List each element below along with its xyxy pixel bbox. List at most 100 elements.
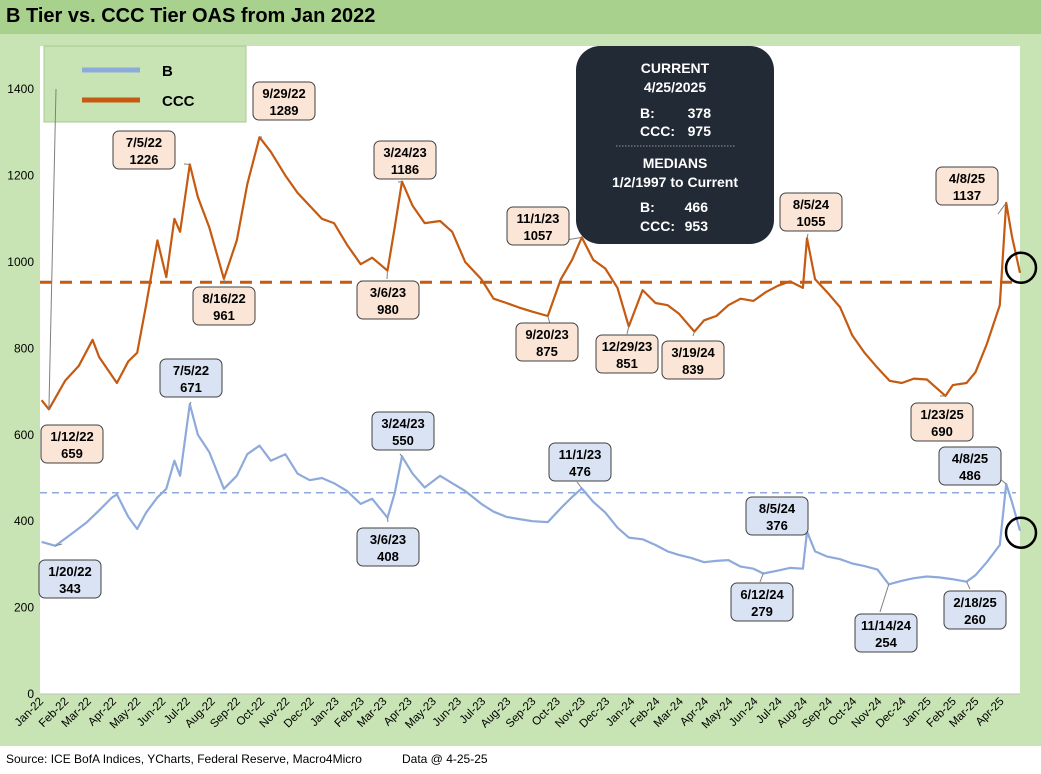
- callout-box: [854, 613, 918, 653]
- callout-date: 8/5/24: [759, 501, 796, 516]
- callout-value: 875: [536, 344, 558, 359]
- info-current-ccc-label: CCC:: [640, 123, 675, 139]
- x-tick-label: Jun-23: [431, 696, 464, 729]
- b-callout: 4/8/25 486: [938, 446, 1007, 486]
- ccc-callout: 8/16/22 961: [192, 278, 256, 326]
- info-median-ccc-value: 953: [685, 218, 709, 234]
- callout-box: [192, 286, 256, 326]
- callout-box: [661, 340, 725, 380]
- callout-value: 851: [616, 356, 638, 371]
- b-callout: 3/24/23 550: [371, 411, 435, 457]
- callout-leader: [692, 331, 695, 337]
- info-current-b-value: 378: [688, 105, 712, 121]
- title-bar: B Tier vs. CCC Tier OAS from Jan 2022: [0, 0, 1041, 35]
- ccc-callout: 8/5/24 1055: [779, 192, 843, 239]
- b-callout: 1/20/22 343: [38, 543, 102, 599]
- callout-box: [356, 280, 420, 320]
- callout-value: 1057: [524, 228, 553, 243]
- ccc-callout: 9/29/22 1289: [252, 81, 316, 138]
- callout-box: [943, 590, 1007, 630]
- callout-box: [373, 140, 437, 180]
- y-tick-label: 1400: [7, 82, 34, 96]
- callout-value: 659: [61, 446, 83, 461]
- b-callout: 7/5/22 671: [159, 358, 223, 405]
- ccc-callout: 3/24/23 1186: [373, 140, 437, 183]
- callout-box: [745, 496, 809, 536]
- callout-value: 1186: [391, 162, 419, 177]
- ccc-callout: 11/1/23 1057: [506, 206, 582, 246]
- b-callout: 2/18/25 260: [943, 581, 1007, 630]
- callout-value: 1137: [953, 188, 981, 203]
- callout-box: [506, 206, 570, 246]
- callout-value: 690: [931, 424, 953, 439]
- footer-data-date: Data @ 4-25-25: [402, 752, 488, 766]
- x-tick-label: Apr-25: [974, 696, 1007, 729]
- ccc-callout: 3/6/23 980: [356, 270, 420, 320]
- callout-value: 260: [964, 612, 986, 627]
- callout-date: 8/5/24: [793, 197, 830, 212]
- callout-leader: [966, 581, 971, 590]
- callout-value: 839: [682, 362, 704, 377]
- callout-box: [371, 411, 435, 451]
- callout-box: [252, 81, 316, 121]
- ccc-callout: 3/19/24 839: [661, 331, 725, 380]
- y-tick-label: 0: [27, 687, 34, 701]
- y-tick-label: 400: [14, 514, 34, 528]
- legend: B CCC: [43, 45, 247, 123]
- callout-leader: [576, 481, 583, 489]
- callout-date: 1/20/22: [48, 564, 91, 579]
- callout-date: 4/8/25: [952, 451, 988, 466]
- b-callout: 11/1/23 476: [548, 442, 612, 489]
- y-tick-label: 1000: [7, 255, 34, 269]
- ccc-callout: 4/8/25 1137: [935, 166, 1007, 215]
- y-tick-label: 1200: [7, 169, 34, 183]
- info-median-ccc-label: CCC:: [640, 218, 675, 234]
- callout-date: 6/12/24: [740, 587, 784, 602]
- callout-value: 1055: [797, 214, 826, 229]
- callout-date: 4/8/25: [949, 171, 985, 186]
- callout-box: [595, 334, 659, 374]
- y-tick-label: 600: [14, 428, 34, 442]
- callout-box: [548, 442, 612, 482]
- callout-value: 671: [180, 380, 202, 395]
- callout-date: 7/5/22: [173, 363, 209, 378]
- callout-leader: [806, 233, 809, 239]
- callout-box: [356, 527, 420, 567]
- callout-leader: [55, 543, 63, 547]
- callout-value: 486: [959, 468, 981, 483]
- ccc-current-marker: [1004, 251, 1038, 285]
- callout-date: 3/24/23: [381, 416, 424, 431]
- info-box: CURRENT 4/25/2025 B: 378 CCC: 975 MEDIAN…: [576, 46, 774, 244]
- callout-value: 1226: [130, 152, 159, 167]
- callout-value: 550: [392, 433, 414, 448]
- chart-title: B Tier vs. CCC Tier OAS from Jan 2022: [6, 5, 376, 27]
- callout-box: [779, 192, 843, 232]
- callout-leader: [759, 573, 764, 583]
- callout-box: [40, 424, 104, 464]
- callout-date: 11/1/23: [559, 447, 602, 462]
- callout-date: 8/16/22: [202, 291, 245, 306]
- info-current-b-label: B:: [640, 105, 655, 121]
- callout-date: 11/14/24: [861, 618, 912, 633]
- callout-leader: [223, 278, 226, 285]
- callout-box: [938, 446, 1002, 486]
- ccc-callout: 12/29/23 851: [595, 326, 659, 374]
- info-current-ccc-value: 975: [688, 123, 712, 139]
- callout-date: 9/20/23: [525, 327, 568, 342]
- info-current-heading: CURRENT: [641, 60, 710, 76]
- b-callout: 6/12/24 279: [730, 573, 794, 622]
- callout-value: 376: [766, 518, 788, 533]
- footer: Source: ICE BofA Indices, YCharts, Feder…: [0, 746, 1041, 774]
- callout-date: 3/6/23: [370, 285, 406, 300]
- callout-box: [730, 582, 794, 622]
- callout-value: 279: [751, 604, 773, 619]
- callout-date: 2/18/25: [953, 595, 996, 610]
- callout-leader: [399, 453, 403, 457]
- info-median-b-value: 466: [685, 199, 709, 215]
- legend-b-label: B: [162, 63, 173, 80]
- b-callout: 8/5/24 376: [745, 496, 809, 536]
- callout-date: 3/19/24: [671, 345, 715, 360]
- callout-value: 961: [213, 308, 235, 323]
- callout-date: 11/1/23: [517, 211, 560, 226]
- callout-value: 1289: [270, 103, 299, 118]
